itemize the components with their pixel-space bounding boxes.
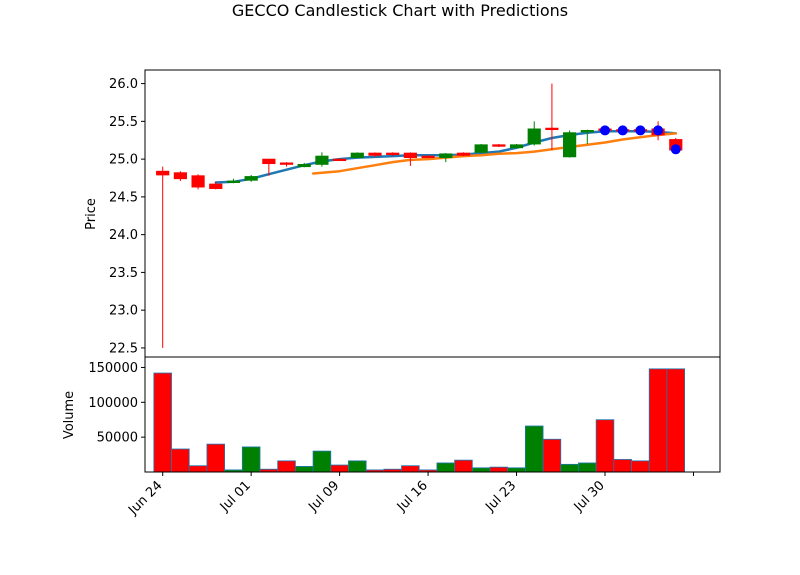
volume-bar	[171, 448, 190, 473]
candle-body	[386, 152, 400, 155]
x-tick-label: Jul 09	[305, 478, 342, 515]
price-plot-area	[145, 70, 720, 357]
price-y-tick-label: 25.0	[109, 153, 138, 168]
candle-body	[209, 183, 223, 189]
volume-bar	[560, 463, 579, 473]
x-tick-label: Jun 24	[125, 478, 165, 518]
volume-bar	[578, 462, 597, 473]
candle-body	[403, 152, 417, 159]
price-y-tick-label: 23.0	[109, 304, 138, 319]
x-tick-label: Jul 16	[394, 478, 431, 515]
candle-body	[474, 144, 488, 153]
volume-y-tick-label: 100000	[88, 396, 138, 411]
candle-body	[156, 170, 170, 176]
volume-bar	[436, 462, 456, 473]
price-ylabel: Price	[84, 198, 99, 230]
price-y-tick-label: 22.5	[109, 341, 138, 356]
candle-body	[368, 152, 382, 156]
volume-bar	[188, 465, 208, 473]
x-tick-label: Jul 23	[482, 478, 519, 515]
volume-bar	[631, 460, 650, 473]
volume-bar	[153, 372, 172, 473]
prediction-point	[670, 144, 681, 155]
volume-bar	[471, 467, 491, 473]
prediction-point	[635, 125, 646, 136]
volume-bar	[294, 466, 314, 473]
x-tick-label: Jul 01	[217, 478, 254, 515]
candle-body	[563, 132, 577, 158]
volume-bar	[613, 459, 632, 473]
candle-body	[226, 180, 241, 183]
candle-body	[173, 172, 187, 180]
candle-body	[439, 153, 453, 159]
volume-frame	[144, 356, 721, 473]
candle-body	[333, 158, 347, 162]
volume-y-ticks: 50000 100000 150000	[88, 361, 145, 446]
candle-body	[492, 144, 506, 147]
volume-bar	[241, 446, 261, 473]
volume-panel: 50000 100000 150000 Volume Jun 24 Jul 01 Jul…	[62, 356, 721, 519]
volume-bar	[507, 467, 526, 473]
candle-body	[279, 162, 294, 165]
volume-bar	[595, 419, 615, 473]
volume-bar	[401, 465, 420, 473]
candle-body	[262, 158, 276, 165]
price-y-tick-label: 24.0	[109, 228, 138, 243]
candle-body	[580, 130, 594, 133]
candle-body	[421, 155, 435, 159]
volume-bar	[489, 466, 509, 473]
candle-body	[297, 164, 311, 168]
line-series-2	[311, 132, 678, 175]
prediction-point	[617, 125, 628, 136]
candle-body	[350, 152, 364, 159]
candle-body	[545, 127, 559, 131]
price-y-tick-label: 24.5	[109, 190, 138, 205]
volume-bar	[277, 460, 296, 473]
prediction-points	[600, 125, 681, 155]
volume-bar	[206, 443, 226, 473]
volume-bar	[666, 368, 686, 473]
price-panel: 22.5 23.0 23.5 24.0 24.5 25.0 25.5 26.0 Price	[84, 69, 721, 358]
volume-bar	[312, 450, 332, 473]
prediction-point	[600, 125, 610, 136]
price-y-tick-label: 23.5	[109, 266, 138, 281]
volume-ylabel: Volume	[62, 391, 77, 439]
volume-bar	[542, 438, 562, 473]
volume-bar	[348, 460, 367, 473]
price-y-ticks: 22.5 23.0 23.5 24.0 24.5 25.0 25.5 26.0	[109, 77, 145, 356]
candle-body	[244, 176, 258, 181]
volume-bar	[648, 368, 668, 473]
volume-bar	[454, 459, 473, 473]
candle-body	[456, 152, 471, 156]
candle-body	[509, 144, 524, 149]
chart-title: GECCO Candlestick Chart with Predictions	[232, 1, 568, 20]
volume-y-tick-label: 150000	[88, 361, 138, 376]
volume-bar	[524, 425, 544, 473]
candle-body	[315, 155, 329, 165]
candle-body	[527, 128, 541, 145]
candle-body	[191, 175, 205, 188]
price-y-tick-label: 26.0	[109, 77, 138, 92]
prediction-point	[653, 125, 664, 136]
volume-y-tick-label: 50000	[97, 431, 138, 446]
volume-bar	[330, 464, 349, 473]
price-y-tick-label: 25.5	[109, 115, 138, 130]
x-ticks: Jun 24 Jul 01 Jul 09 Jul 16 Jul 23 Jul 30	[125, 472, 694, 519]
x-tick-label: Jul 30	[571, 478, 608, 515]
volume-bars	[153, 368, 686, 473]
candles	[156, 83, 683, 348]
